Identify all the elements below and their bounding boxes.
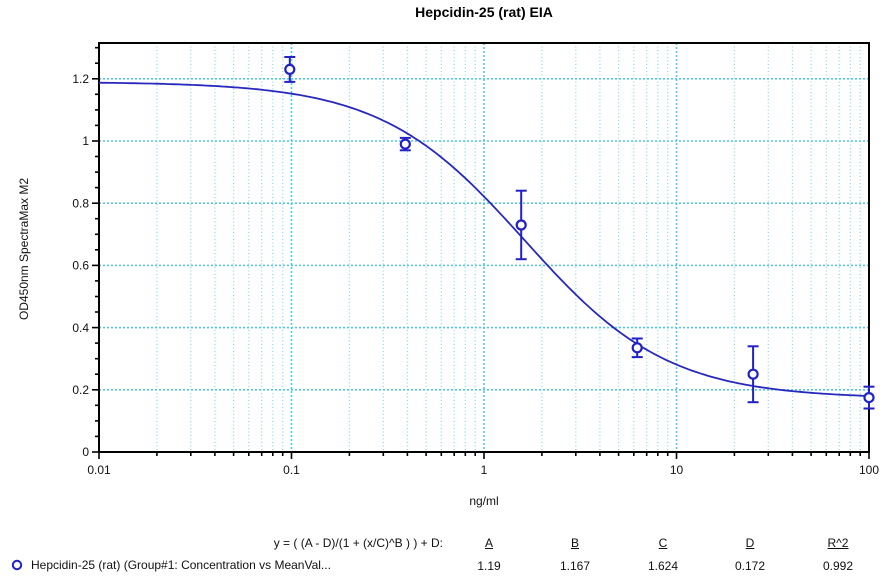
x-axis-label: ng/ml [469, 494, 499, 508]
data-point [863, 385, 875, 410]
param-value-d: 0.172 [734, 559, 766, 573]
fit-curve [98, 81, 870, 397]
svg-text:100: 100 [859, 463, 879, 477]
param-value-a: 1.19 [477, 559, 501, 573]
param-value-c: 1.624 [647, 559, 679, 573]
data-point [515, 189, 527, 261]
data-point [284, 56, 296, 83]
data-point [747, 345, 759, 404]
svg-text:0.01: 0.01 [87, 463, 111, 477]
svg-text:0.8: 0.8 [72, 196, 89, 210]
param-header-c: C [658, 536, 668, 550]
svg-text:1: 1 [481, 463, 488, 477]
legend-series-row: Hepcidin-25 (rat) (Group#1: Concentratio… [10, 558, 331, 572]
svg-text:0.1: 0.1 [283, 463, 300, 477]
plot-area: 0 0.2 0.4 0.6 0.8 1 1.2 0.01 0.1 1 10 100 [72, 42, 879, 477]
svg-text:1.2: 1.2 [72, 72, 89, 86]
series-label: Hepcidin-25 (rat) (Group#1: Concentratio… [31, 558, 331, 572]
svg-text:1: 1 [82, 134, 89, 148]
svg-text:0: 0 [82, 445, 89, 459]
open-circle-icon [11, 559, 23, 571]
param-header-d: D [745, 536, 755, 550]
param-value-r2: 0.992 [822, 559, 854, 573]
svg-text:0.2: 0.2 [72, 383, 89, 397]
data-point [631, 337, 643, 359]
param-header-b: B [570, 536, 580, 550]
chart-title: Hepcidin-25 (rat) EIA [415, 4, 553, 20]
data-point [399, 136, 411, 152]
param-header-a: A [484, 536, 494, 550]
svg-text:0.6: 0.6 [72, 259, 89, 273]
param-header-r2: R^2 [827, 536, 849, 550]
fit-formula: y = ( (A - D)/(1 + (x/C)^B ) ) + D: [273, 536, 443, 550]
svg-text:0.4: 0.4 [72, 321, 89, 335]
svg-text:10: 10 [670, 463, 684, 477]
param-value-b: 1.167 [559, 559, 591, 573]
